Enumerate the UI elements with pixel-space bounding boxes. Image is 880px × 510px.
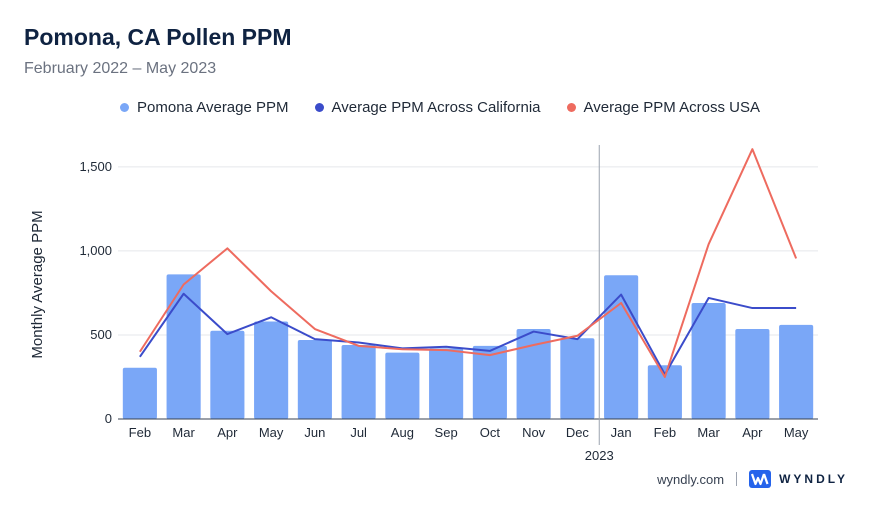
legend: Pomona Average PPM Average PPM Across Ca… [0, 99, 880, 116]
bar [516, 329, 551, 419]
x-tick-label: Apr [742, 425, 763, 440]
footer-divider [736, 472, 738, 486]
brand-name: WYNDLY [779, 472, 848, 486]
bar [472, 345, 507, 419]
y-axis-title: Monthly Average PPM [29, 210, 46, 358]
x-tick-label: May [784, 425, 809, 440]
bar [122, 367, 157, 419]
y-tick-label: 0 [105, 411, 112, 426]
chart-title: Pomona, CA Pollen PPM [24, 24, 292, 50]
bar [297, 339, 332, 419]
x-tick-label: Mar [172, 425, 195, 440]
legend-marker-usa [566, 103, 576, 112]
bar [604, 275, 639, 419]
bar [560, 338, 595, 419]
x-tick-label: Nov [522, 425, 546, 440]
bar [691, 302, 726, 419]
legend-label-usa: Average PPM Across USA [583, 99, 760, 116]
bar [166, 274, 201, 419]
bar [647, 365, 682, 419]
x-tick-label: Jun [304, 425, 325, 440]
bar [210, 330, 245, 419]
bar [779, 324, 814, 419]
y-tick-label: 500 [90, 327, 112, 342]
brand: WYNDLY [749, 470, 848, 488]
bar [429, 348, 464, 419]
x-tick-label: Aug [391, 425, 414, 440]
legend-label-california: Average PPM Across California [331, 99, 541, 116]
series-line [139, 292, 797, 376]
wyndly-logo-icon [749, 470, 772, 488]
y-tick-label: 1,500 [79, 159, 112, 174]
chart-subtitle: February 2022 – May 2023 [24, 60, 217, 77]
x-tick-label: Feb [654, 425, 676, 440]
bar [341, 345, 376, 419]
x-tick-label: Oct [480, 425, 501, 440]
x-tick-label: May [259, 425, 284, 440]
x-tick-label: Apr [217, 425, 238, 440]
bar [385, 352, 420, 419]
x-tick-label: Mar [697, 425, 720, 440]
x-tick-label: Jul [350, 425, 367, 440]
year-label: 2023 [585, 448, 614, 463]
bar [735, 329, 770, 419]
legend-item-pomona: Pomona Average PPM [120, 99, 289, 116]
legend-marker-pomona [120, 103, 130, 112]
x-tick-label: Dec [566, 425, 590, 440]
x-tick-label: Feb [129, 425, 151, 440]
x-tick-label: Jan [611, 425, 632, 440]
footer: wyndly.com WYNDLY [657, 470, 848, 488]
y-tick-label: 1,000 [79, 243, 112, 258]
legend-item-usa: Average PPM Across USA [566, 99, 760, 116]
legend-label-pomona: Pomona Average PPM [137, 99, 289, 116]
series-line [139, 148, 798, 378]
bar [254, 321, 289, 419]
legend-marker-california [314, 103, 324, 112]
x-tick-label: Sep [435, 425, 458, 440]
legend-item-california: Average PPM Across California [314, 99, 541, 116]
site-link[interactable]: wyndly.com [657, 471, 725, 487]
